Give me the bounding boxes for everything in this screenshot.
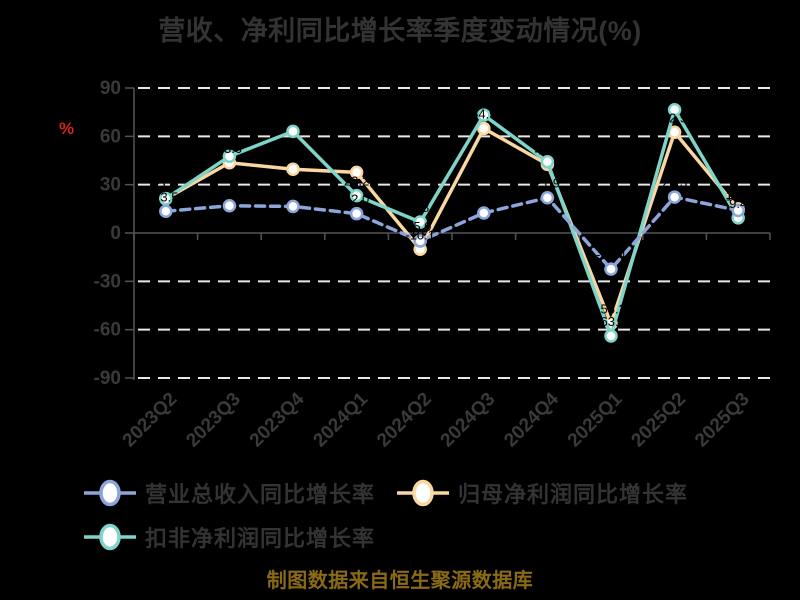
data-point-marker bbox=[667, 103, 682, 117]
data-point-marker bbox=[222, 149, 237, 164]
data-point-marker bbox=[413, 215, 427, 229]
data-point-marker bbox=[477, 206, 491, 220]
y-tick-label: -60 bbox=[94, 320, 121, 341]
data-point-marker bbox=[286, 162, 300, 176]
legend-row: 营业总收入同比增长率 归母净利润同比增长率 bbox=[84, 477, 688, 509]
line-circle-marker-icon bbox=[84, 523, 136, 551]
data-point-label: 43.6 bbox=[217, 141, 242, 156]
data-point-label: 76.5 bbox=[662, 88, 687, 103]
data-point-label: 37.6 bbox=[344, 150, 369, 165]
legend-label: 营业总收入同比增长率 bbox=[145, 482, 376, 507]
data-point-label: 42.6 bbox=[535, 142, 560, 157]
chart-title: 营收、净利同比增长率季度变动情况(%) bbox=[158, 16, 642, 46]
data-point-label: 62.5 bbox=[662, 110, 687, 125]
x-tick-label: 2024Q1 bbox=[309, 388, 372, 451]
data-point-marker bbox=[731, 203, 745, 218]
x-tick-label: 2024Q4 bbox=[500, 388, 563, 451]
data-point-label: 13.5 bbox=[153, 189, 178, 204]
data-point-marker bbox=[413, 234, 427, 248]
data-point-label: 23.2 bbox=[344, 174, 369, 189]
data-point-label: -56.2 bbox=[596, 302, 626, 317]
data-point-marker bbox=[540, 155, 555, 169]
data-point-marker bbox=[540, 190, 555, 205]
x-tick-label: 2024Q2 bbox=[373, 389, 436, 452]
y-tick-label: 90 bbox=[100, 78, 121, 99]
data-point-label: 22.3 bbox=[662, 175, 687, 190]
data-point-label: 47.6 bbox=[217, 134, 242, 149]
data-point-marker bbox=[159, 191, 173, 206]
data-point-marker bbox=[349, 165, 364, 180]
chart-legend: 营业总收入同比增长率 归母净利润同比增长率 扣非净利润同比增长率 bbox=[84, 477, 688, 553]
data-point-marker bbox=[604, 262, 618, 276]
data-point-label: 44.2 bbox=[535, 140, 560, 155]
data-point-label: 39.6 bbox=[280, 147, 305, 162]
series-line bbox=[164, 126, 740, 326]
y-tick-label: 30 bbox=[100, 175, 121, 196]
legend-item-deducted-net-profit-growth[interactable]: 扣非净利润同比增长率 bbox=[84, 521, 375, 553]
data-point-marker bbox=[286, 199, 300, 214]
data-point-label: 9.4 bbox=[729, 196, 747, 211]
data-point-label: 14.0 bbox=[726, 188, 751, 203]
data-point-marker bbox=[349, 206, 364, 221]
data-point-marker bbox=[349, 188, 364, 203]
data-point-label: -63.9 bbox=[596, 314, 626, 329]
series-line bbox=[164, 195, 740, 271]
y-tick-label: -90 bbox=[94, 368, 121, 389]
data-point-marker bbox=[477, 121, 491, 136]
legend-label: 归母净利润同比增长率 bbox=[458, 482, 689, 507]
legend-item-net-profit-growth[interactable]: 归母净利润同比增长率 bbox=[397, 477, 688, 509]
data-point-label: 21.3 bbox=[153, 177, 178, 192]
data-point-marker bbox=[286, 124, 300, 139]
legend-item-total-revenue-growth[interactable]: 营业总收入同比增长率 bbox=[84, 477, 375, 509]
data-point-label: 16.9 bbox=[217, 184, 242, 199]
data-point-label: 16.5 bbox=[280, 184, 305, 199]
y-tick-label: 0 bbox=[110, 223, 121, 244]
data-point-label: -10.1 bbox=[405, 227, 435, 242]
x-tick-label: 2023Q4 bbox=[246, 388, 309, 451]
data-point-marker bbox=[477, 108, 491, 122]
data-point-label: 21.9 bbox=[535, 176, 560, 191]
x-tick-label: 2023Q3 bbox=[182, 389, 245, 452]
x-tick-label: 2025Q2 bbox=[627, 389, 690, 452]
line-circle-marker-icon bbox=[84, 479, 136, 507]
data-point-label: -22.4 bbox=[596, 247, 626, 262]
y-tick-label: -30 bbox=[94, 271, 121, 292]
data-point-marker bbox=[604, 329, 618, 343]
data-point-marker bbox=[667, 190, 682, 204]
y-tick-label: 60 bbox=[100, 126, 121, 147]
data-point-label: 12.0 bbox=[344, 192, 369, 207]
y-axis-unit-label: % bbox=[59, 119, 75, 138]
series-line bbox=[164, 108, 740, 338]
legend-row: 扣非净利润同比增长率 bbox=[84, 521, 688, 553]
data-source-note: 制图数据来自恒生聚源数据库 bbox=[266, 570, 534, 592]
x-tick-label: 2023Q2 bbox=[119, 389, 182, 452]
data-point-marker bbox=[159, 204, 173, 218]
data-point-label: 63.1 bbox=[280, 109, 305, 124]
data-point-label: 12.4 bbox=[471, 191, 496, 206]
line-circle-marker-icon bbox=[397, 479, 450, 507]
data-point-label: -5.0 bbox=[409, 219, 431, 234]
data-point-label: 6.8 bbox=[411, 200, 429, 215]
legend-label: 扣非净利润同比增长率 bbox=[145, 526, 376, 551]
data-point-marker bbox=[222, 199, 237, 213]
data-point-label: 15.0 bbox=[726, 187, 751, 202]
x-tick-label: 2025Q1 bbox=[564, 388, 627, 451]
x-tick-label: 2025Q3 bbox=[691, 389, 754, 452]
data-point-label: 73.2 bbox=[471, 93, 496, 108]
x-tick-label: 2024Q3 bbox=[437, 389, 500, 452]
data-point-label: 64.9 bbox=[471, 106, 496, 121]
data-point-label: 21.3 bbox=[153, 177, 178, 192]
